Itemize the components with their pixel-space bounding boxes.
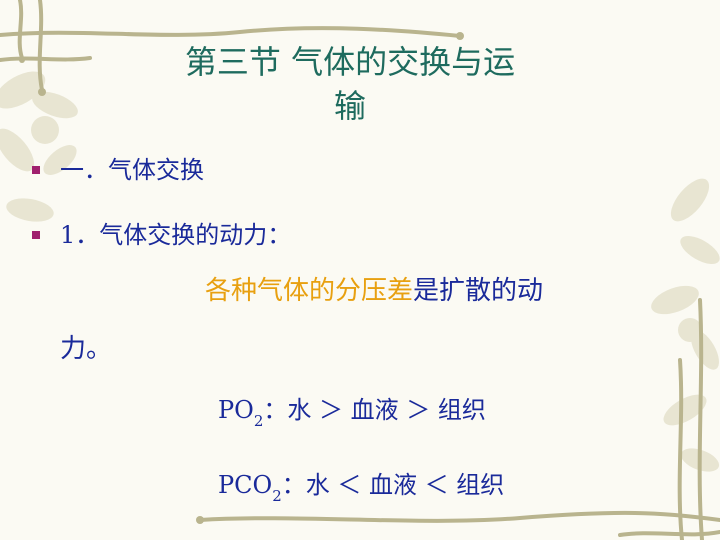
bullet-item-gas-exchange: 一．气体交换 (32, 150, 204, 185)
formula-relation: ：水 ＜ 血液 ＜ 组织 (281, 471, 505, 499)
paragraph-rest: 是扩散的动 (413, 276, 544, 306)
formula-prefix: PCO (218, 471, 273, 499)
bullet-text: 1．气体交换的动力： (60, 221, 292, 249)
paragraph-line-1: 各种气体的分压差是扩散的动 (205, 270, 543, 307)
formula-subscript: 2 (272, 487, 282, 505)
title-line-1: 第三节 气体的交换与运 (184, 43, 516, 81)
formula-po2: PO2：水 ＞ 血液 ＞ 组织 (218, 390, 486, 430)
bullet-item-driving-force: 1．气体交换的动力： (32, 215, 291, 250)
highlight-text: 各种气体的分压差 (205, 276, 414, 306)
bullet-square-icon (32, 230, 40, 239)
bullet-text: 一．气体交换 (60, 156, 204, 184)
formula-subscript: 2 (253, 412, 264, 430)
formula-prefix: PO (218, 396, 254, 424)
paragraph-line-2: 力。 (60, 334, 113, 364)
slide-title: 第三节 气体的交换与运 输 (110, 40, 590, 128)
bullet-square-icon (32, 165, 40, 174)
title-line-2: 输 (333, 87, 366, 125)
formula-pco2: PCO2：水 ＜ 血液 ＜ 组织 (218, 465, 504, 505)
formula-relation: ：水 ＞ 血液 ＞ 组织 (263, 396, 486, 424)
